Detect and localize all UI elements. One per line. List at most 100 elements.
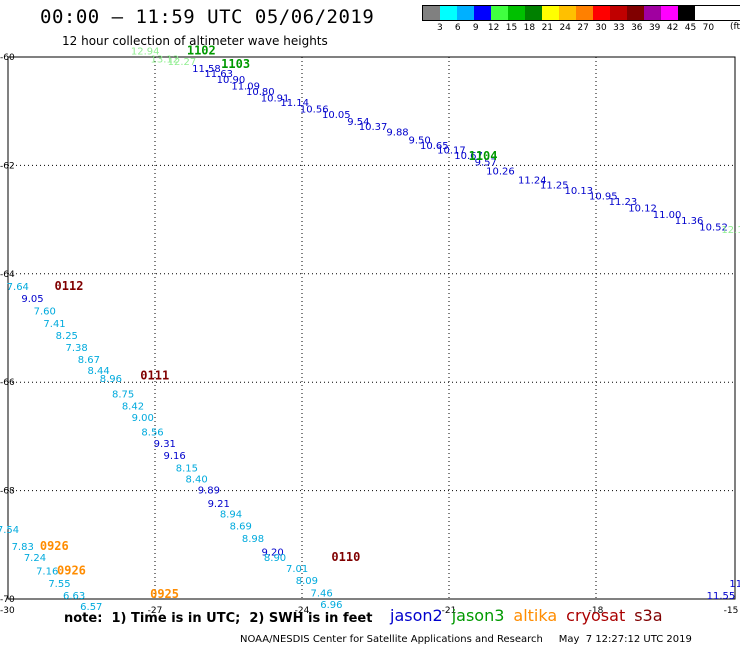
legend-label: 42 <box>666 23 679 33</box>
legend-unit: (ft) <box>730 22 740 32</box>
legend-label: 6 <box>454 23 461 33</box>
legend-label: 9 <box>472 23 479 33</box>
longitude-tick-label: -24 <box>295 606 310 616</box>
satellite-key-s3a: s3a <box>634 606 663 625</box>
wave-height-value: 7.01 <box>286 564 308 575</box>
pass-time-label: 1103 <box>221 57 250 71</box>
latitude-tick-label: -66 <box>0 378 15 388</box>
pass-time-label: 0110 <box>331 550 360 564</box>
map-subtitle: 12 hour collection of altimeter wave hei… <box>62 34 328 48</box>
wave-height-value: 11.55 <box>707 591 736 602</box>
wave-height-value: 8.09 <box>296 576 318 587</box>
wave-height-value: 7.16 <box>36 567 58 578</box>
legend-swatch <box>508 6 525 20</box>
pass-time-label: 0112 <box>55 279 84 293</box>
wave-height-value: 7.54 <box>0 525 19 536</box>
wave-height-value: 12.27 <box>168 57 197 68</box>
wave-height-value: 9.88 <box>386 128 408 139</box>
legend-swatch <box>644 6 661 20</box>
satellite-key-jason2: jason2 <box>390 606 443 625</box>
legend-label: 24 <box>559 23 571 33</box>
wave-height-value: 7.55 <box>48 579 70 590</box>
wave-height-value: 12.94 <box>131 46 160 57</box>
latitude-tick-label: -68 <box>0 487 15 497</box>
wave-height-value: 6.57 <box>80 602 102 613</box>
longitude-tick-label: -18 <box>589 606 604 616</box>
wave-height-legend: 3 6 9 12 15 18 21 24 27 30 33 36 39 42 45 70 <box>422 5 740 33</box>
legend-label: 21 <box>541 23 554 33</box>
latitude-tick-label: -70 <box>0 595 15 605</box>
map-frame <box>7 56 736 600</box>
wave-height-value: 9.21 <box>208 499 230 510</box>
pass-time-label: 1104 <box>469 149 498 163</box>
legend-color-bar <box>422 5 740 21</box>
legend-swatch <box>491 6 508 20</box>
wave-height-value: 9.16 <box>163 451 185 462</box>
wave-height-value: 10.12 <box>628 203 657 214</box>
legend-label: 33 <box>613 23 625 33</box>
pass-time-label: 0925 <box>150 587 179 601</box>
credit-line: NOAA/NESDIS Center for Satellite Applica… <box>240 634 692 645</box>
legend-swatch <box>678 6 695 20</box>
satellite-key-cryosat: cryosat <box>566 606 626 625</box>
wave-height-value: 7.60 <box>34 306 56 317</box>
wave-height-value: 11.23 <box>609 197 638 208</box>
legend-swatch <box>576 6 593 20</box>
legend-label: 36 <box>631 23 643 33</box>
wave-height-value: 8.67 <box>78 355 100 366</box>
legend-label: 45 <box>684 23 697 33</box>
legend-swatch <box>423 6 440 20</box>
legend-swatch <box>559 6 576 20</box>
wave-height-value: 11.09 <box>231 82 260 93</box>
satellite-key: jason2 jason3 altika cryosat s3a <box>390 606 672 625</box>
wave-height-value: 11.00 <box>653 210 682 221</box>
wave-height-value: 7.46 <box>310 588 332 599</box>
wave-height-value: 10.05 <box>322 110 351 121</box>
longitude-tick-label: -27 <box>148 606 163 616</box>
wave-height-value: 8.40 <box>186 474 208 485</box>
wave-height-value: 7.24 <box>24 553 46 564</box>
wave-height-value: 10.17 <box>437 145 466 156</box>
wave-height-value: 8.98 <box>242 534 264 545</box>
legend-swatch <box>525 6 542 20</box>
legend-label: 12 <box>487 23 500 33</box>
legend-label: 15 <box>505 23 518 33</box>
wave-height-value: 9.50 <box>408 136 430 147</box>
wave-height-value: 8.96 <box>100 374 122 385</box>
wave-height-value: 7.41 <box>43 319 65 330</box>
pass-time-label: 0926 <box>57 564 86 578</box>
latitude-tick-label: -64 <box>0 270 15 280</box>
wave-height-value: 9.57 <box>475 157 497 168</box>
wave-height-value: 8.90 <box>264 553 286 564</box>
longitude-tick-label: -15 <box>724 606 739 616</box>
wave-height-value: 9.20 <box>261 548 283 559</box>
legend-label: 30 <box>595 23 607 33</box>
pass-time-label: 0111 <box>140 368 169 382</box>
wave-height-value: 6.63 <box>63 591 85 602</box>
wave-height-value: 10.91 <box>261 93 290 104</box>
wave-height-value: 8.69 <box>230 522 252 533</box>
legend-label: 18 <box>523 23 536 33</box>
footer-note: note: 1) Time is in UTC; 2) SWH is in fe… <box>64 611 373 626</box>
legend-label: 27 <box>577 23 589 33</box>
wave-height-value: 9.31 <box>154 439 176 450</box>
latitude-tick-label: -60 <box>0 53 15 63</box>
pass-time-label: 0926 <box>40 539 69 553</box>
wave-height-value: 10.13 <box>565 186 594 197</box>
wave-height-value: 11.63 <box>204 69 233 80</box>
wave-height-value: 11.25 <box>540 181 569 192</box>
legend-swatch <box>542 6 559 20</box>
wave-height-value: 11.58 <box>192 64 221 75</box>
wave-height-value: 10.80 <box>246 87 275 98</box>
wave-height-value: 7.38 <box>65 343 87 354</box>
legend-swatch <box>474 6 491 20</box>
satellite-key-jason3: jason3 <box>451 606 505 625</box>
legend-swatch <box>627 6 644 20</box>
wave-height-value: 10.90 <box>217 75 246 86</box>
wave-height-value: 8.15 <box>176 464 198 475</box>
wave-height-value: 8.25 <box>56 331 78 342</box>
wave-height-value: 12.18 <box>721 225 740 236</box>
wave-height-value: 9.00 <box>132 413 154 424</box>
legend-swatch <box>661 6 678 20</box>
